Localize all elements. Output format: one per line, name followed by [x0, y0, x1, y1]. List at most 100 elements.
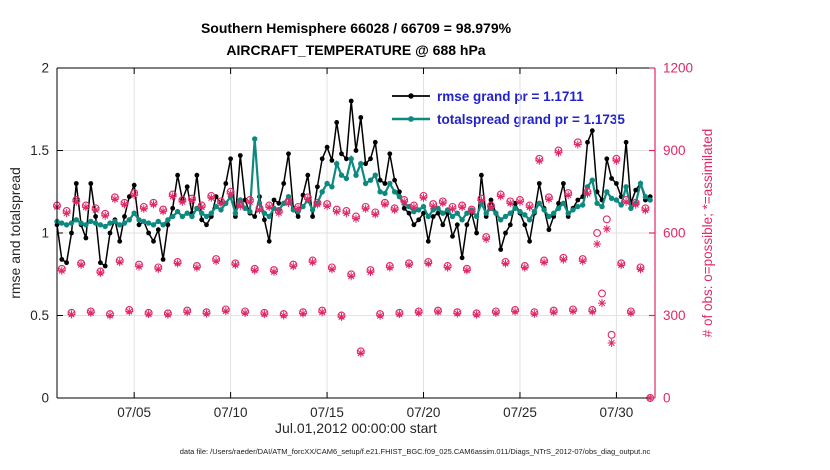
rmse-line: [56, 100, 651, 268]
totalspread-marker: [391, 189, 398, 195]
left-axis-label: rmse and totalspread: [7, 167, 23, 299]
rmse-marker: [488, 197, 494, 203]
totalspread-marker: [121, 220, 128, 226]
rmse-marker: [223, 181, 229, 186]
totalspread-marker: [498, 217, 504, 223]
totalspread-marker: [343, 175, 350, 182]
x-axis-label: Jul.01,2012 00:00:00 start: [275, 420, 437, 436]
rmse-marker: [503, 230, 508, 236]
totalspread-marker: [377, 189, 383, 195]
totalspread-marker: [555, 205, 562, 211]
data-file-caption: data file: /Users/raeder/DAI/ATM_forcXX/…: [180, 447, 651, 456]
chart-title-line2: AIRCRAFT_TEMPERATURE @ 688 hPa: [226, 42, 485, 58]
rmse-marker: [155, 227, 161, 233]
rmse-marker: [498, 247, 504, 252]
rmse-marker: [69, 230, 74, 236]
rmse-marker: [334, 120, 340, 125]
rmse-marker: [440, 222, 446, 228]
totalspread-marker: [589, 177, 595, 183]
rmse-marker: [575, 197, 581, 203]
totalspread-marker: [73, 217, 80, 223]
totalspread-marker: [338, 172, 345, 178]
rmse-marker: [276, 200, 282, 206]
rmse-marker: [73, 181, 79, 186]
totalspread-marker: [63, 222, 70, 228]
totalspread-marker: [179, 213, 186, 220]
rmse-marker: [522, 222, 528, 228]
rmse-marker: [122, 214, 127, 219]
totalspread-marker: [150, 222, 157, 228]
rmse-marker: [387, 151, 393, 157]
totalspread-marker: [242, 205, 248, 211]
rmse-marker: [262, 217, 267, 223]
rmse-marker: [286, 151, 291, 157]
rmse-marker: [344, 156, 349, 162]
totalspread-marker: [454, 210, 460, 216]
rmse-marker: [435, 210, 441, 216]
rmse-marker: [204, 222, 209, 228]
totalspread-marker: [594, 200, 600, 206]
rmse-marker: [406, 210, 412, 216]
totalspread-marker: [536, 200, 542, 206]
totalspread-marker: [449, 213, 456, 220]
totalspread-marker: [580, 202, 586, 208]
rmse-marker: [295, 214, 301, 219]
totalspread-marker: [218, 207, 224, 213]
rmse-marker: [459, 255, 465, 261]
totalspread-marker: [203, 213, 210, 220]
left-y-tick-label: 0: [41, 391, 49, 406]
rmse-marker: [194, 172, 200, 178]
totalspread-marker: [78, 220, 84, 226]
chart-title-line1: Southern Hemisphere 66028 / 66709 = 98.9…: [201, 20, 512, 36]
rmse-marker: [266, 238, 272, 244]
rmse-marker: [604, 156, 610, 162]
rmse-marker: [411, 222, 417, 228]
totalspread-marker: [131, 210, 137, 216]
rmse-marker: [184, 184, 190, 190]
rmse-marker: [585, 139, 590, 145]
right-y-tick-label: 600: [663, 226, 686, 241]
rmse-marker: [430, 214, 436, 219]
totalspread-marker: [102, 223, 108, 230]
totalspread-marker: [459, 217, 465, 223]
rmse-marker: [310, 214, 315, 219]
totalspread-marker: [145, 220, 152, 226]
rmse-marker: [151, 238, 156, 244]
totalspread-marker: [526, 217, 533, 223]
rmse-marker: [98, 260, 103, 266]
totalspread-marker: [136, 217, 142, 223]
rmse-marker: [160, 257, 166, 262]
totalspread-marker: [165, 217, 171, 223]
totalspread-marker: [362, 180, 369, 187]
x-tick-label: 07/20: [407, 405, 441, 420]
totalspread-marker: [247, 208, 253, 215]
totalspread-marker: [440, 210, 446, 216]
left-y-tick-label: 1: [41, 226, 49, 241]
rmse-marker: [401, 205, 407, 211]
rmse-marker: [358, 115, 364, 120]
totalspread-marker: [396, 194, 403, 200]
rmse-marker: [507, 222, 513, 228]
rmse-marker: [450, 233, 455, 239]
totalspread-marker: [97, 222, 104, 228]
totalspread-marker: [623, 184, 629, 190]
rmse-marker: [315, 184, 320, 190]
rmse-marker: [479, 172, 484, 178]
totalspread-marker: [541, 207, 547, 213]
obs_possible-marker: [593, 229, 602, 237]
totalspread-marker: [329, 184, 335, 190]
rmse-marker: [561, 181, 566, 186]
totalspread-marker: [618, 202, 624, 208]
left-y-tick-label: 2: [41, 61, 49, 76]
totalspread-marker: [68, 220, 75, 226]
rmse-marker: [589, 128, 595, 134]
right-axis-label: # of obs: o=possible; *=assimilated: [700, 129, 715, 338]
totalspread-marker: [261, 210, 268, 216]
rmse-marker: [252, 214, 258, 219]
x-tick-label: 07/30: [600, 405, 634, 420]
obs_possible-marker: [607, 330, 616, 339]
rmse-marker: [546, 227, 552, 233]
totalspread-marker: [208, 210, 214, 216]
